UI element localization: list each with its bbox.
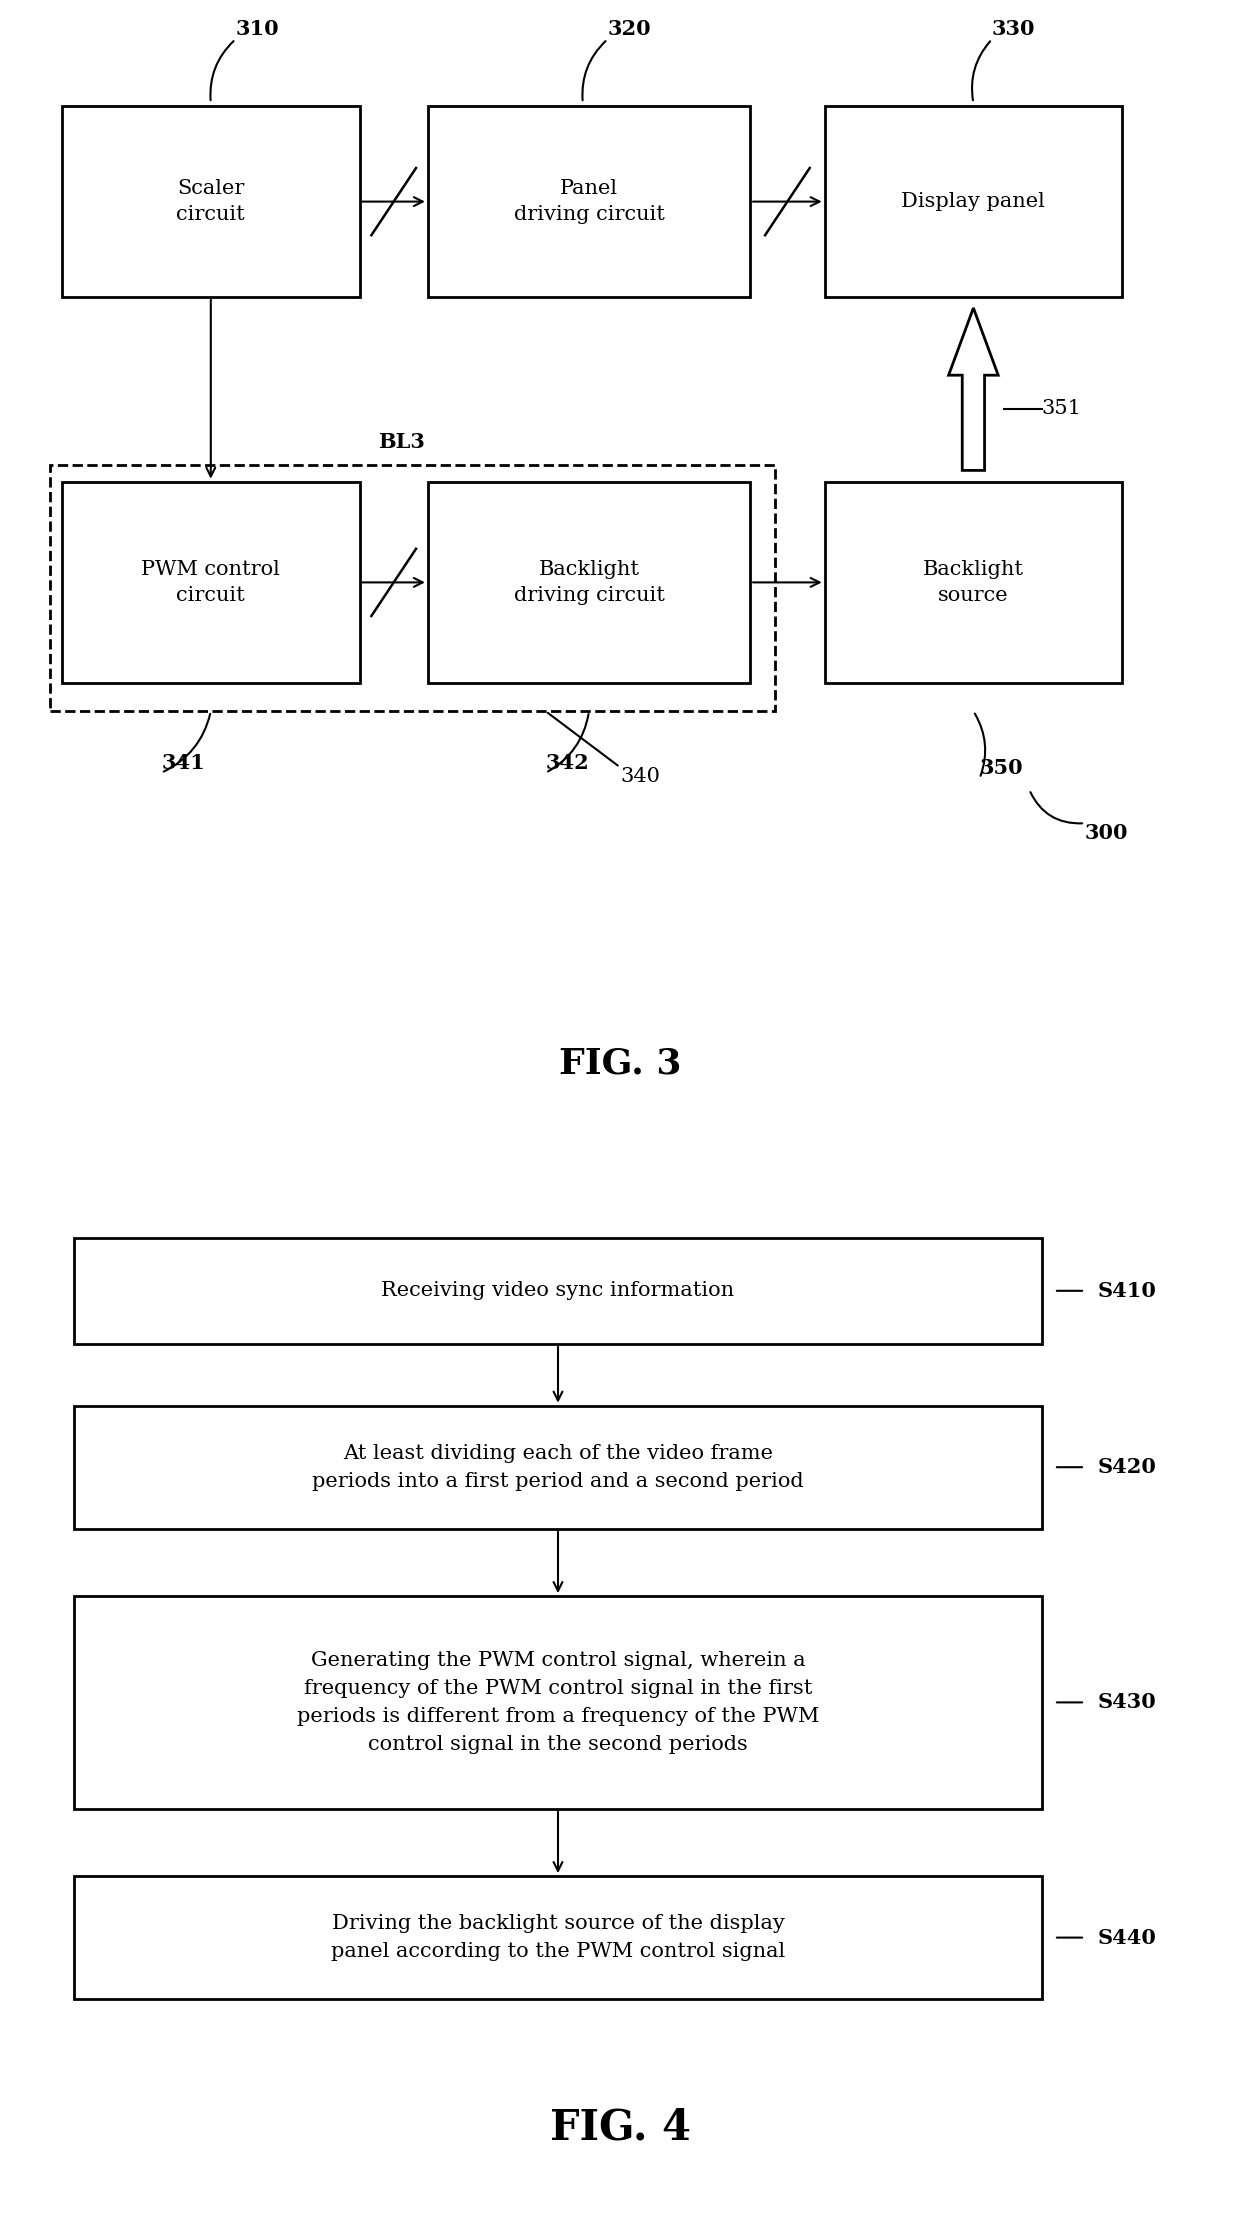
Bar [74, 1236, 1042, 1344]
Bar [825, 482, 1122, 683]
Text: PWM control
circuit: PWM control circuit [141, 560, 280, 605]
Bar [825, 108, 1122, 298]
Text: Scaler
circuit: Scaler circuit [176, 179, 246, 224]
Text: BL3: BL3 [378, 432, 425, 452]
Text: 351: 351 [1042, 399, 1081, 419]
Bar [50, 466, 775, 712]
Text: FIG. 3: FIG. 3 [559, 1046, 681, 1082]
Text: 340: 340 [620, 766, 660, 786]
Text: S430: S430 [1097, 1693, 1156, 1711]
Text: Panel
driving circuit: Panel driving circuit [513, 179, 665, 224]
Text: 341: 341 [161, 753, 205, 773]
Text: S440: S440 [1097, 1929, 1156, 1947]
Text: Driving the backlight source of the display
panel according to the PWM control s: Driving the backlight source of the disp… [331, 1915, 785, 1960]
Text: S420: S420 [1097, 1458, 1156, 1476]
Bar [428, 482, 750, 683]
Text: 310: 310 [236, 20, 279, 38]
Bar [74, 1407, 1042, 1528]
Bar [62, 108, 360, 298]
Bar [428, 108, 750, 298]
Text: Generating the PWM control signal, wherein a
frequency of the PWM control signal: Generating the PWM control signal, where… [296, 1651, 820, 1754]
Text: 300: 300 [1085, 824, 1128, 842]
Text: Display panel: Display panel [901, 193, 1045, 211]
Text: Backlight
driving circuit: Backlight driving circuit [513, 560, 665, 605]
Text: 342: 342 [546, 753, 589, 773]
Text: 320: 320 [608, 20, 651, 38]
Text: Backlight
source: Backlight source [923, 560, 1024, 605]
Text: S410: S410 [1097, 1281, 1156, 1301]
Polygon shape [949, 309, 998, 470]
Text: 330: 330 [992, 20, 1035, 38]
Bar [74, 1877, 1042, 2000]
Bar [74, 1595, 1042, 1810]
Text: 350: 350 [980, 759, 1023, 780]
Text: FIG. 4: FIG. 4 [549, 2108, 691, 2148]
Bar [62, 482, 360, 683]
Text: At least dividing each of the video frame
periods into a first period and a seco: At least dividing each of the video fram… [312, 1445, 804, 1490]
Text: Receiving video sync information: Receiving video sync information [382, 1281, 734, 1299]
